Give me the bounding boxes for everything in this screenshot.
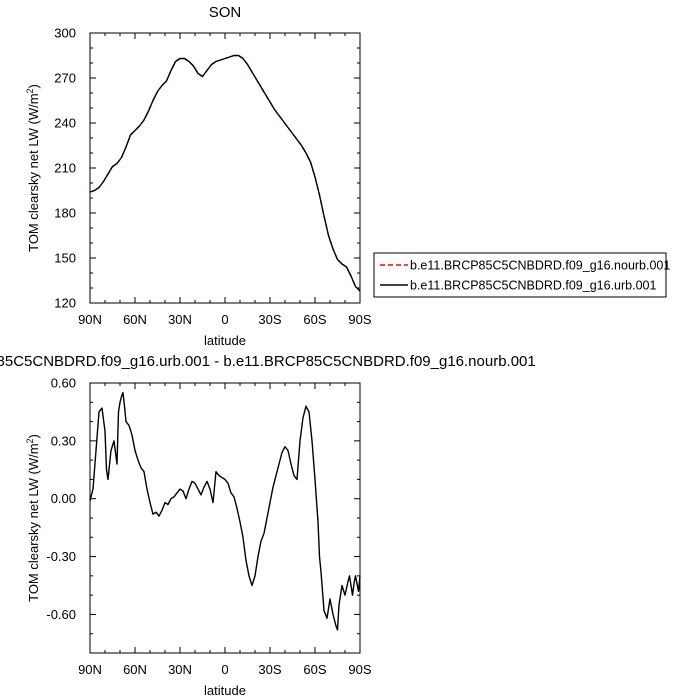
panel1-series-line-1: [89, 54, 361, 292]
panel1-x-tick-label: 60N: [123, 312, 147, 327]
panel2-x-tick-label: 60N: [123, 662, 147, 677]
panel1-x-tick-label: 90N: [78, 312, 102, 327]
panel1-x-tick-label: 0: [221, 312, 228, 327]
panel1-x-axis-label: latitude: [204, 333, 246, 348]
legend-box: [373, 252, 667, 298]
panel1-plot-frame: [89, 32, 361, 304]
panel2-series-line-1: [89, 391, 361, 631]
panel1-y-tick-label: 210: [54, 161, 76, 176]
panel1-y-axis-label: TOM clearsky net LW (W/m2): [25, 84, 41, 252]
panel2-y-tick-label: -0.60: [46, 607, 76, 622]
panel2-y-tick-label: 0.30: [51, 433, 76, 448]
panel1-y-tick-label: 240: [54, 116, 76, 131]
panel1-y-tick-label: 150: [54, 251, 76, 266]
panel2-x-tick-label: 0: [221, 662, 228, 677]
panel1-y-tick-label: 180: [54, 206, 76, 221]
legend-label-1: b.e11.BRCP85C5CNBDRD.f09_g16.nourb.001: [410, 259, 670, 273]
panel1-x-tick-label: 90S: [348, 312, 371, 327]
panel1-x-tick-label: 30S: [258, 312, 281, 327]
panel2-x-tick-label: 60S: [303, 662, 326, 677]
panel2-x-axis-label: latitude: [204, 683, 246, 698]
panel2-chart-title: b.e11.BRCP85C5CNBDRD.f09_g16.urb.001 - b…: [0, 353, 536, 370]
panel2-x-tick-label: 30N: [168, 662, 192, 677]
panel1-x-tick-label: 60S: [303, 312, 326, 327]
panel1-series-line-2: [89, 54, 361, 292]
panel1-x-tick-label: 30N: [168, 312, 192, 327]
panel2-x-tick-label: 90S: [348, 662, 371, 677]
panel2-y-tick-label: 0.60: [51, 376, 76, 391]
panel1-chart-title: SON: [209, 4, 242, 21]
panel2-y-axis-label: TOM clearsky net LW (W/m2): [25, 434, 41, 602]
panel2-y-tick-label: 0.00: [51, 491, 76, 506]
panel2-plot-frame: [89, 382, 361, 654]
panel1-y-tick-label: 300: [54, 26, 76, 41]
legend-label-2: b.e11.BRCP85C5CNBDRD.f09_g16.urb.001: [410, 279, 656, 293]
panel2-y-tick-label: -0.30: [46, 549, 76, 564]
panel2-x-tick-label: 30S: [258, 662, 281, 677]
panel2-x-tick-label: 90N: [78, 662, 102, 677]
panel1-y-tick-label: 120: [54, 296, 76, 311]
panel1-y-tick-label: 270: [54, 71, 76, 86]
